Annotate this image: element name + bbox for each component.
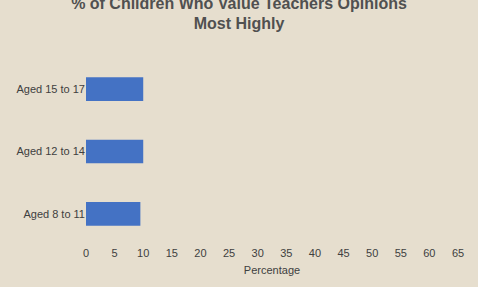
- svg-text:Percentage: Percentage: [244, 264, 300, 276]
- svg-text:45: 45: [337, 247, 349, 259]
- svg-text:Aged 12 to 14: Aged 12 to 14: [16, 145, 85, 157]
- svg-text:10: 10: [137, 247, 149, 259]
- svg-text:Aged 8 to 11: Aged 8 to 11: [23, 208, 85, 220]
- svg-text:65: 65: [452, 247, 464, 259]
- svg-text:50: 50: [366, 247, 378, 259]
- svg-text:35: 35: [280, 247, 292, 259]
- svg-text:60: 60: [423, 247, 435, 259]
- svg-text:25: 25: [223, 247, 235, 259]
- svg-text:% of Children Who Value Teache: % of Children Who Value Teachers Opinion…: [71, 0, 407, 32]
- svg-text:40: 40: [309, 247, 321, 259]
- svg-text:55: 55: [395, 247, 407, 259]
- svg-text:Aged 15 to 17: Aged 15 to 17: [16, 83, 85, 95]
- svg-text:20: 20: [194, 247, 206, 259]
- svg-text:0: 0: [83, 247, 89, 259]
- svg-text:5: 5: [112, 247, 118, 259]
- svg-text:15: 15: [166, 247, 178, 259]
- svg-text:30: 30: [252, 247, 264, 259]
